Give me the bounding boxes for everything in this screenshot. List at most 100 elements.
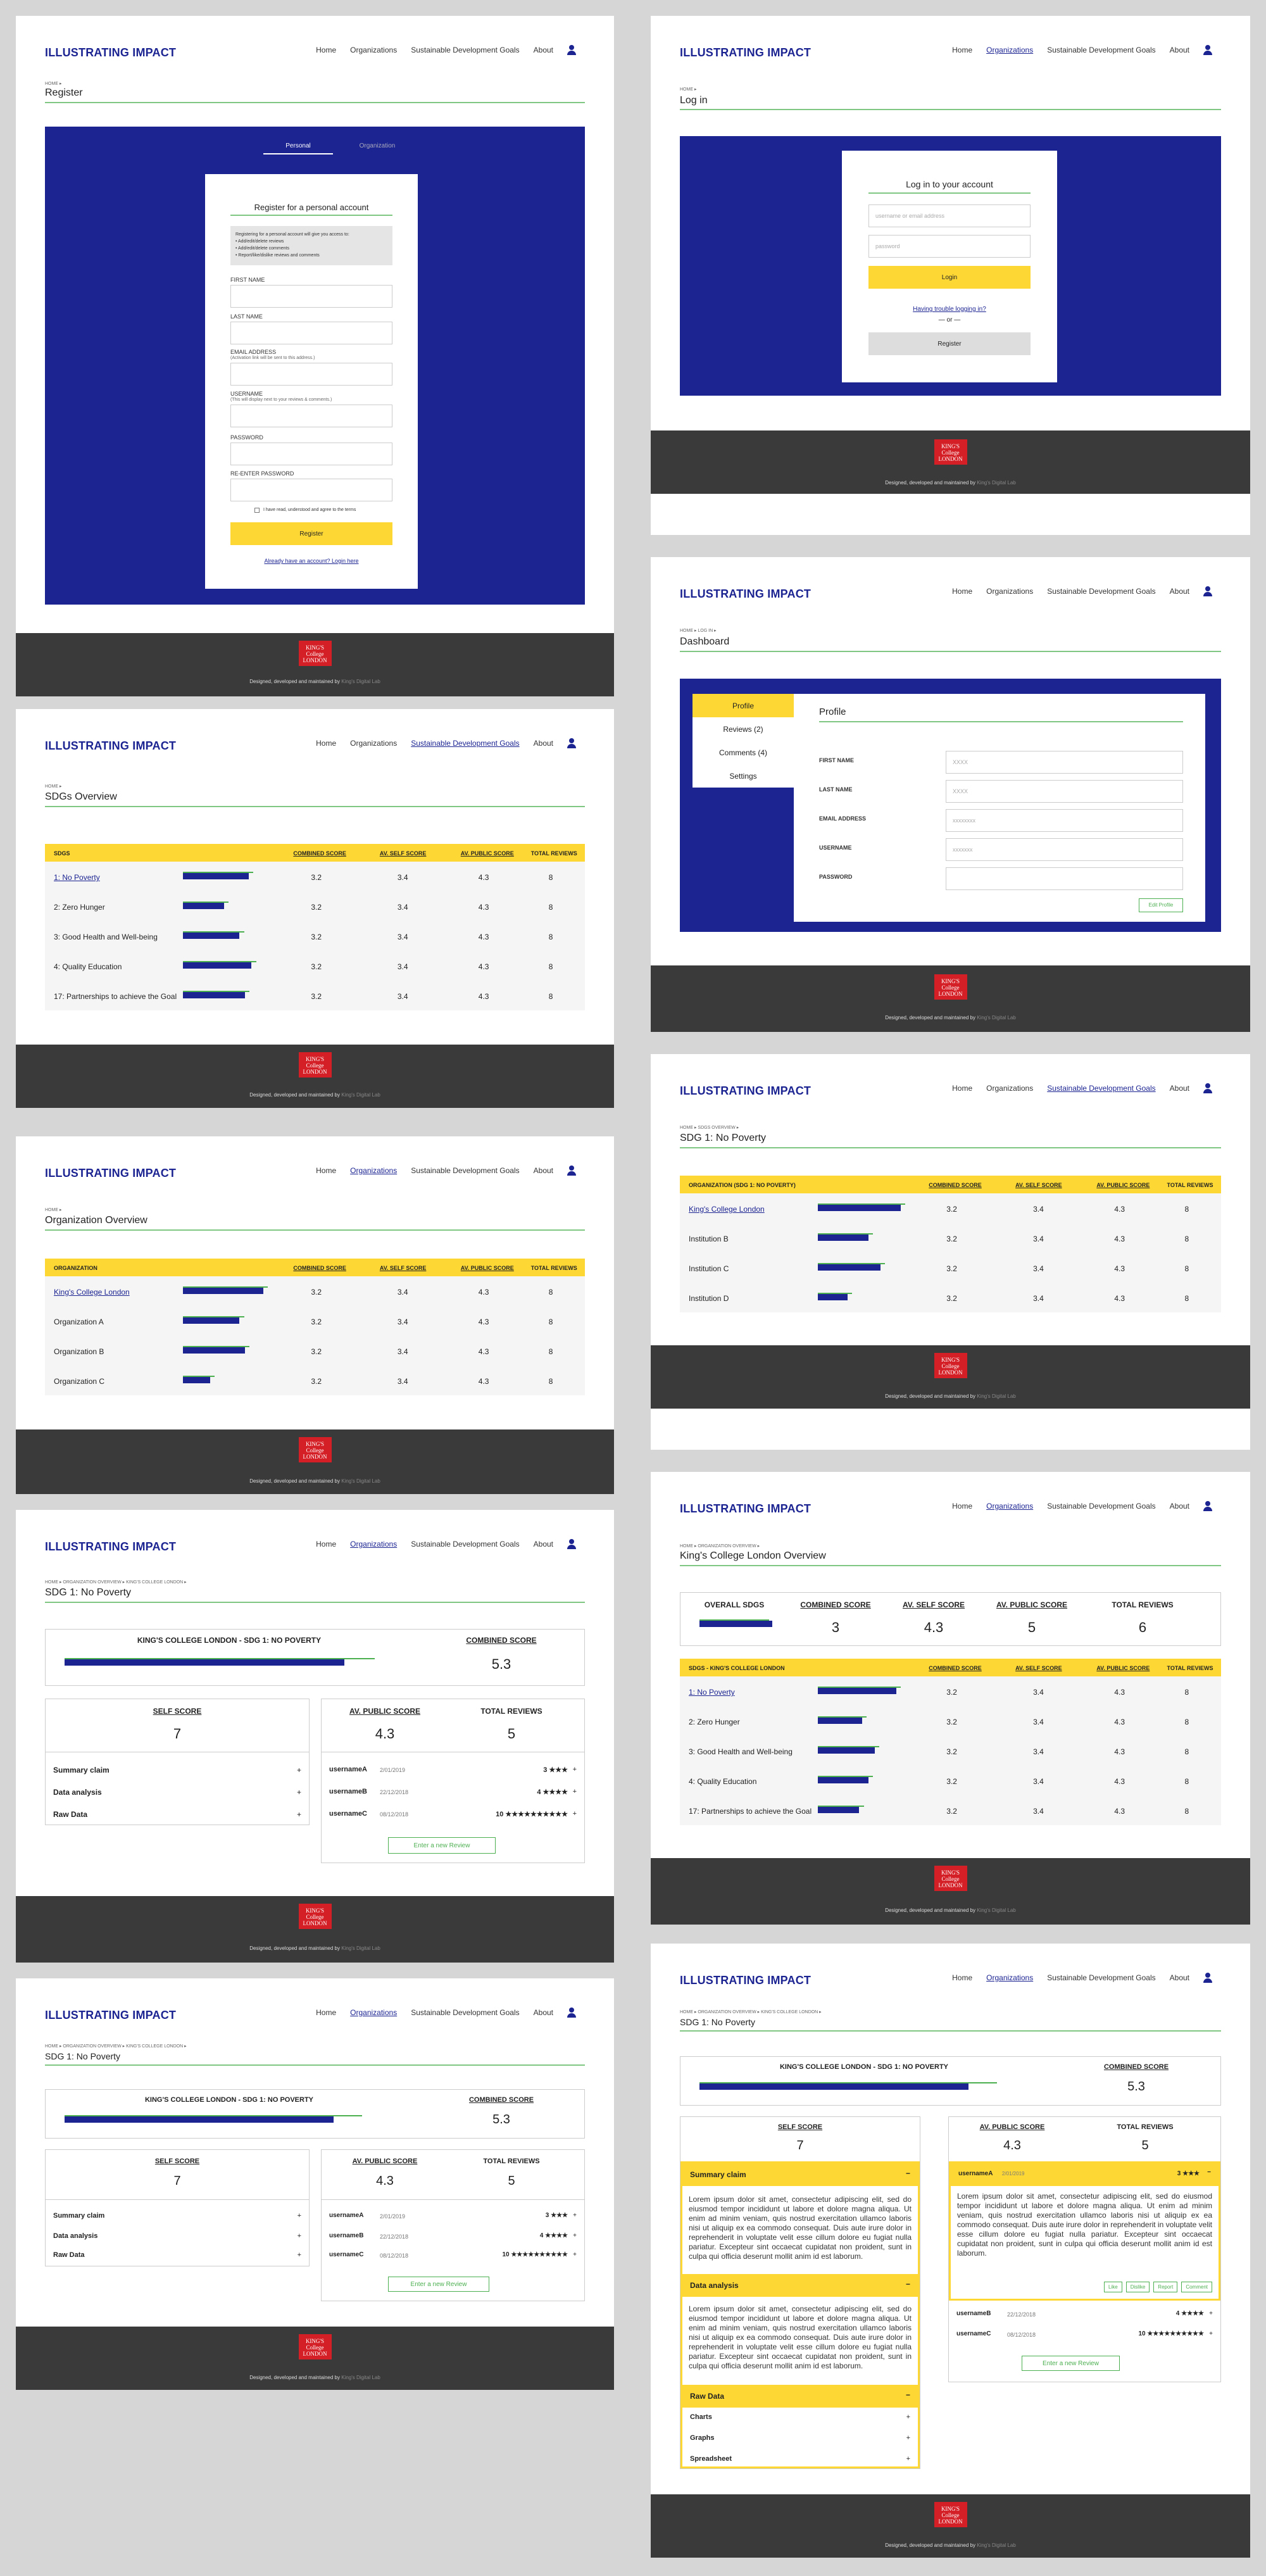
plus-icon[interactable]: + [572, 1788, 577, 1795]
menu-profile[interactable]: Profile [693, 694, 794, 717]
breadcrumb[interactable]: HOME ▸ LOG IN ▸ [680, 629, 717, 633]
raw-item-graphs[interactable]: Graphs + [690, 2434, 910, 2453]
section-data-analysis[interactable]: Data analysis − [682, 2274, 918, 2297]
nav-organizations[interactable]: Organizations [350, 739, 398, 748]
nav-about[interactable]: About [533, 739, 553, 748]
login-link[interactable]: Already have an account? Login here [264, 558, 359, 564]
brand-logo[interactable]: ILLUSTRATING IMPACT [680, 1084, 812, 1097]
nav-home[interactable]: Home [316, 1540, 337, 1549]
section-raw-data[interactable]: Raw Data + [53, 2251, 301, 2270]
section-summary-claim[interactable]: Summary claim + [53, 2212, 301, 2231]
nav-about[interactable]: About [533, 46, 553, 54]
nav-about[interactable]: About [1169, 1084, 1189, 1093]
new-review-button[interactable]: Enter a new Review [1022, 2356, 1120, 2371]
column-header[interactable]: COMBINED SCORE [293, 1265, 346, 1271]
register-button[interactable]: Register [230, 522, 392, 545]
user-icon[interactable] [1203, 586, 1212, 596]
nav-home[interactable]: Home [952, 1084, 973, 1093]
nav-sdgs[interactable]: Sustainable Development Goals [411, 739, 520, 748]
review-row[interactable]: usernameA 2/01/2019 3 ★★★ + [329, 2212, 577, 2231]
column-header[interactable]: AV. SELF SCORE [1015, 1182, 1062, 1188]
table-row[interactable]: 17: Partnerships to achieve the Goal 3.2 3… [680, 1795, 1221, 1825]
nav-home[interactable]: Home [316, 1166, 337, 1175]
user-icon[interactable] [1203, 1083, 1212, 1093]
plus-icon[interactable]: + [573, 2212, 577, 2219]
first-name-input[interactable] [230, 285, 392, 308]
review-row[interactable]: usernameC 08/12/2018 10 ★★★★★★★★★★ + [329, 1810, 577, 1829]
footer-link[interactable]: King's Digital Lab [341, 2375, 380, 2380]
email-field[interactable]: xxxxxxxx [946, 809, 1183, 832]
section-raw-data[interactable]: Raw Data + [53, 1810, 301, 1829]
table-row[interactable]: 1: No Poverty 3.2 3.4 4.3 8 [680, 1676, 1221, 1706]
table-row[interactable]: Organization B 3.2 3.4 4.3 8 [45, 1336, 585, 1366]
footer-link[interactable]: King's Digital Lab [341, 679, 380, 684]
kcl-logo[interactable]: KING'S College LONDON [934, 1353, 967, 1378]
nav-organizations[interactable]: Organizations [350, 46, 398, 54]
table-row[interactable]: 3: Good Health and Well-being 3.2 3.4 4.3 8 [680, 1736, 1221, 1766]
menu-reviews[interactable]: Reviews (2) [693, 717, 794, 741]
footer-link[interactable]: King's Digital Lab [341, 1478, 380, 1484]
review-username[interactable]: usernameA [329, 1766, 367, 1773]
plus-icon[interactable]: + [573, 2251, 577, 2258]
plus-icon[interactable]: + [906, 2434, 910, 2442]
section-data-analysis[interactable]: Data analysis + [53, 2232, 301, 2251]
breadcrumb[interactable]: HOME ▸ [45, 784, 62, 789]
footer-link[interactable]: King's Digital Lab [977, 1015, 1016, 1021]
nav-sdgs[interactable]: Sustainable Development Goals [411, 2008, 520, 2017]
password-field[interactable] [946, 867, 1183, 890]
nav-sdgs[interactable]: Sustainable Development Goals [1047, 1084, 1156, 1093]
brand-logo[interactable]: ILLUSTRATING IMPACT [45, 1167, 177, 1179]
nav-home[interactable]: Home [952, 587, 973, 596]
review-username[interactable]: usernameC [329, 2251, 364, 2258]
column-header[interactable]: AV. SELF SCORE [379, 1265, 427, 1271]
brand-logo[interactable]: ILLUSTRATING IMPACT [45, 739, 177, 752]
user-icon[interactable] [1203, 1501, 1212, 1511]
brand-logo[interactable]: ILLUSTRATING IMPACT [45, 46, 177, 59]
plus-icon[interactable]: + [906, 2413, 910, 2421]
nav-home[interactable]: Home [316, 739, 337, 748]
minus-icon[interactable]: − [1207, 2169, 1211, 2176]
nav-home[interactable]: Home [952, 1502, 973, 1511]
user-icon[interactable] [1203, 45, 1212, 55]
nav-organizations[interactable]: Organizations [986, 1502, 1034, 1511]
nav-about[interactable]: About [533, 1540, 553, 1549]
footer-link[interactable]: King's Digital Lab [977, 1907, 1016, 1913]
column-header[interactable]: AV. SELF SCORE [1015, 1665, 1062, 1671]
row-name[interactable]: King's College London [54, 1288, 130, 1297]
trouble-link[interactable]: Having trouble logging in? [913, 306, 986, 313]
nav-organizations[interactable]: Organizations [986, 46, 1034, 54]
column-header[interactable]: COMBINED SCORE [293, 850, 346, 857]
user-icon[interactable] [567, 45, 576, 55]
review-username[interactable]: usernameC [329, 1810, 367, 1818]
nav-organizations[interactable]: Organizations [986, 1973, 1034, 1982]
nav-sdgs[interactable]: Sustainable Development Goals [1047, 1973, 1156, 1982]
plus-icon[interactable]: + [296, 1788, 301, 1797]
column-header[interactable]: COMBINED SCORE [929, 1182, 982, 1188]
nav-home[interactable]: Home [952, 46, 973, 54]
brand-logo[interactable]: ILLUSTRATING IMPACT [45, 1540, 177, 1553]
table-row[interactable]: 4: Quality Education 3.2 3.4 4.3 8 [45, 951, 585, 981]
plus-icon[interactable]: + [297, 2212, 301, 2220]
nav-sdgs[interactable]: Sustainable Development Goals [411, 46, 520, 54]
kcl-logo[interactable]: KING'S College LONDON [934, 1866, 967, 1891]
row-name[interactable]: 1: No Poverty [54, 873, 100, 882]
column-header[interactable]: AV. PUBLIC SCORE [460, 1265, 514, 1271]
nav-organizations[interactable]: Organizations [350, 1166, 398, 1175]
report-button[interactable]: Report [1153, 2282, 1178, 2292]
new-review-button[interactable]: Enter a new Review [388, 1837, 496, 1854]
plus-icon[interactable]: + [296, 1810, 301, 1819]
nav-sdgs[interactable]: Sustainable Development Goals [1047, 46, 1156, 54]
menu-comments[interactable]: Comments (4) [693, 741, 794, 764]
review-row-expanded[interactable]: usernameA 2/01/2019 3 ★★★ − [951, 2163, 1219, 2186]
minus-icon[interactable]: − [905, 2280, 910, 2289]
review-row[interactable]: usernameA 2/01/2019 3 ★★★ + [329, 1766, 577, 1785]
table-row[interactable]: 2: Zero Hunger 3.2 3.4 4.3 8 [45, 891, 585, 921]
nav-home[interactable]: Home [952, 1973, 973, 1982]
username-input[interactable] [230, 405, 392, 427]
section-data-analysis[interactable]: Data analysis + [53, 1788, 301, 1807]
breadcrumb[interactable]: HOME ▸ SDGS OVERVIEW ▸ [680, 1126, 739, 1130]
review-username[interactable]: usernameB [329, 1788, 367, 1795]
table-row[interactable]: 2: Zero Hunger 3.2 3.4 4.3 8 [680, 1706, 1221, 1736]
nav-organizations[interactable]: Organizations [986, 1084, 1034, 1093]
brand-logo[interactable]: ILLUSTRATING IMPACT [680, 1974, 812, 1987]
